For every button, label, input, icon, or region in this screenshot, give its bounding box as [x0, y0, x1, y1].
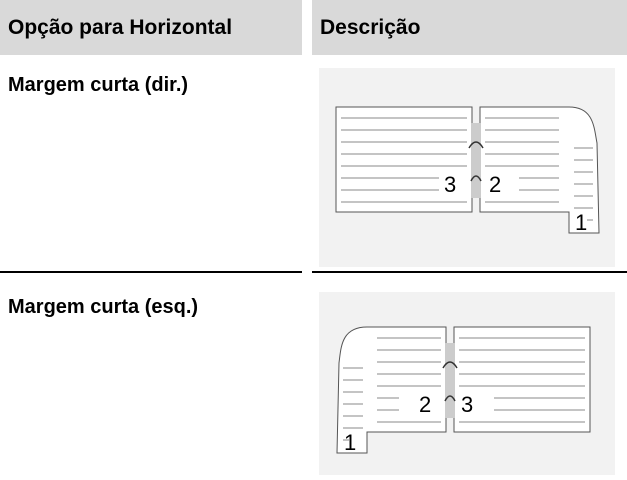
- page-number: 2: [489, 172, 501, 197]
- page-number: 3: [461, 392, 473, 417]
- header-option: Opção para Horizontal: [0, 0, 302, 55]
- figure: 3 2 1: [319, 68, 615, 267]
- separator: [0, 271, 302, 273]
- page-number: 1: [575, 210, 587, 235]
- booklet-illustration: 3 2 1: [335, 106, 600, 235]
- figure: 2 3 1: [319, 292, 615, 475]
- booklet-illustration: 2 3 1: [336, 326, 591, 455]
- header-description: Descrição: [312, 0, 627, 55]
- page-number: 1: [344, 430, 356, 455]
- option-label: Margem curta (esq.): [8, 296, 199, 318]
- separator: [312, 271, 627, 273]
- page-number: 3: [444, 172, 456, 197]
- option-label: Margem curta (dir.): [8, 74, 189, 96]
- page-number: 2: [419, 392, 431, 417]
